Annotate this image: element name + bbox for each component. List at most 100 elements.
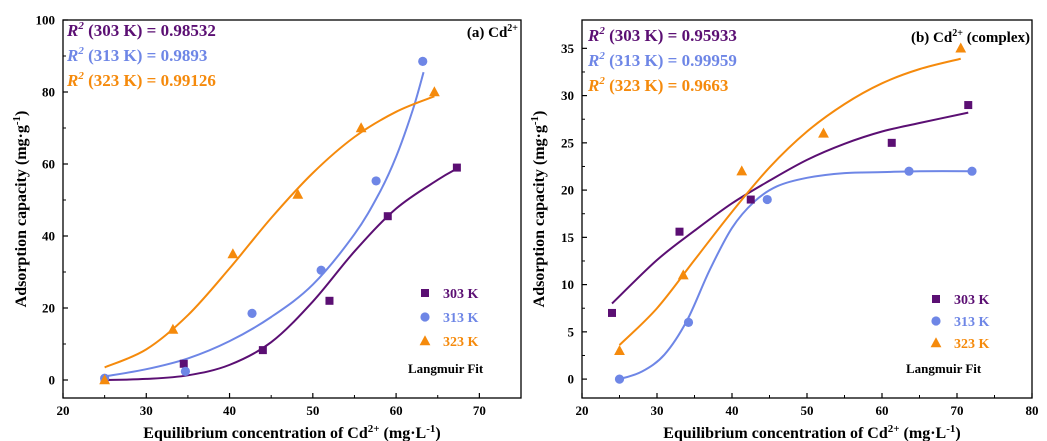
y-axis-title-text: Adsorption capacity (mg·g <box>13 125 30 307</box>
r2-sup: 2 <box>77 70 84 82</box>
x-tick-label: 70 <box>473 403 486 418</box>
r2-temp: (303 K) = <box>605 26 682 45</box>
r2-temp: (323 K) = <box>605 76 682 95</box>
data-point <box>452 163 461 172</box>
legend-label: 313 K <box>443 311 479 326</box>
legend-marker <box>420 312 430 322</box>
data-point <box>292 188 304 199</box>
r2-label: R2 (313 K) = 0.9893 <box>66 45 207 65</box>
x-tick-label: 20 <box>576 403 589 418</box>
data-point <box>677 269 689 280</box>
y-tick-label: 35 <box>561 41 575 56</box>
y-tick-label: 40 <box>42 229 55 244</box>
x-axis-title-unit-sup: -1 <box>946 423 955 435</box>
data-point <box>179 359 188 368</box>
x-axis-title-unit: (mg·L <box>380 425 427 441</box>
y-tick-label: 0 <box>49 373 56 388</box>
r2-symbol: R <box>66 71 78 90</box>
data-point <box>964 101 973 110</box>
data-point <box>180 366 191 376</box>
y-tick-label: 5 <box>568 324 575 339</box>
data-point <box>614 344 625 355</box>
r2-value: 0.99126 <box>161 71 216 90</box>
y-axis-title-end: ) <box>531 111 548 116</box>
y-tick-label: 80 <box>42 85 55 100</box>
y-tick-label: 15 <box>561 230 575 245</box>
y-axis-title-sup: -1 <box>529 116 541 125</box>
y-tick-label: 100 <box>36 13 56 28</box>
x-axis-title-unit-sup: -1 <box>426 423 435 435</box>
y-axis-title: Adsorption capacity (mg·g-1) <box>529 111 548 308</box>
data-point <box>887 138 896 147</box>
x-tick-label: 80 <box>1026 403 1039 418</box>
x-axis-title-unit-end: ) <box>435 425 440 441</box>
data-point <box>608 308 616 317</box>
panel-title-sup: 2+ <box>952 28 963 39</box>
legend-marker <box>930 337 942 348</box>
data-point <box>355 122 367 133</box>
r2-label: R2 (323 K) = 0.9663 <box>587 75 728 95</box>
data-point <box>227 248 239 259</box>
fit-curve-313k <box>104 71 425 378</box>
legend-fit-label: Langmuir Fit <box>906 361 982 376</box>
r2-temp: (313 K) = <box>605 51 682 70</box>
r2-symbol: R <box>66 46 78 65</box>
data-point <box>762 194 772 205</box>
legend-marker <box>421 289 429 297</box>
x-tick-label: 40 <box>223 403 236 418</box>
legend-label: 303 K <box>954 293 990 308</box>
x-tick-label: 30 <box>651 403 664 418</box>
r2-sup: 2 <box>77 45 84 57</box>
y-tick-label: 20 <box>561 183 574 198</box>
r2-sup: 2 <box>598 25 605 37</box>
x-axis-title-text: Equilibrium concentration of Cd <box>143 425 368 441</box>
r2-sup: 2 <box>77 20 84 32</box>
data-point <box>746 195 755 204</box>
x-axis-title: Equilibrium concentration of Cd2+ (mg·L-… <box>663 423 960 441</box>
data-point <box>325 296 334 305</box>
y-tick-label: 10 <box>561 277 574 292</box>
x-axis-title-sup: 2+ <box>888 423 900 435</box>
r2-symbol: R <box>587 26 599 45</box>
r2-label: R2 (323 K) = 0.99126 <box>66 70 216 90</box>
x-tick-label: 20 <box>57 403 70 418</box>
chart-panel-b: 20 30 40 50 60 70 80 0 5 10 15 20 25 30 35 Equilibrium … <box>529 19 1039 441</box>
legend-fit-label: Langmuir Fit <box>408 361 484 376</box>
x-tick-label: 50 <box>306 403 319 418</box>
y-tick-label: 0 <box>568 372 575 387</box>
panel-title-sup: 2+ <box>507 23 518 34</box>
legend-marker <box>932 295 940 303</box>
r2-temp: (313 K) = <box>84 46 161 65</box>
r2-label: R2 (303 K) = 0.95933 <box>587 25 737 45</box>
data-point <box>818 127 829 138</box>
legend-label: 313 K <box>954 315 990 330</box>
r2-label: R2 (313 K) = 0.99959 <box>587 50 737 70</box>
data-point <box>683 317 694 327</box>
data-point <box>736 165 748 176</box>
fit-curve-323k <box>618 57 961 346</box>
data-point <box>955 42 967 53</box>
y-axis-title: Adsorption capacity (mg·g-1) <box>11 111 30 308</box>
data-point <box>614 374 625 384</box>
plot-frame <box>62 19 522 399</box>
r2-temp: (303 K) = <box>84 21 161 40</box>
y-tick-label: 25 <box>561 135 575 150</box>
r2-value: 0.99959 <box>682 51 737 70</box>
data-point <box>167 323 179 334</box>
data-point <box>247 308 257 318</box>
x-axis-title-unit: (mg·L <box>900 425 947 441</box>
fit-curve-303k <box>611 111 969 305</box>
r2-sup: 2 <box>598 75 605 87</box>
r2-symbol: R <box>587 76 599 95</box>
x-tick-label: 70 <box>951 403 964 418</box>
x-tick-label: 40 <box>726 403 739 418</box>
r2-sup: 2 <box>598 50 605 62</box>
panel-title-text: (a) Cd <box>467 25 508 41</box>
data-point <box>675 227 684 236</box>
y-tick-label: 60 <box>42 157 55 172</box>
r2-value: 0.9663 <box>682 76 729 95</box>
r2-value: 0.95933 <box>682 26 737 45</box>
r2-symbol: R <box>587 51 599 70</box>
data-point <box>99 374 111 385</box>
